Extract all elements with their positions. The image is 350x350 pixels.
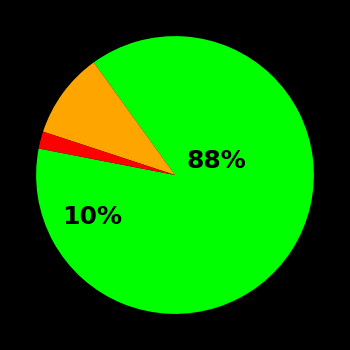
Wedge shape [36, 36, 314, 314]
Wedge shape [43, 62, 175, 175]
Text: 88%: 88% [187, 149, 246, 173]
Text: 10%: 10% [62, 205, 122, 229]
Wedge shape [38, 132, 175, 175]
